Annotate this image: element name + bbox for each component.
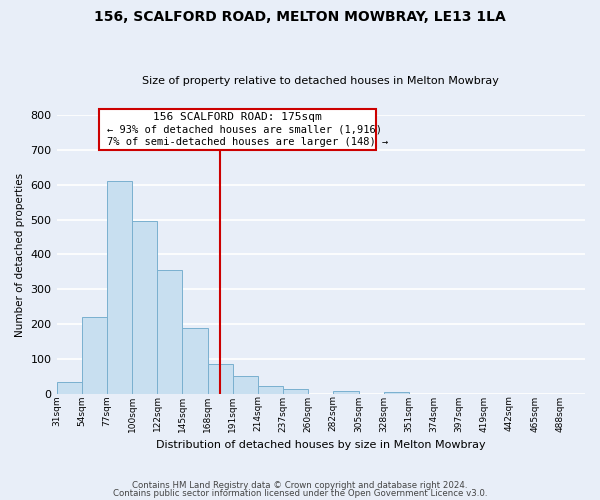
Bar [334,391,359,394]
Text: Contains HM Land Registry data © Crown copyright and database right 2024.: Contains HM Land Registry data © Crown c… [132,481,468,490]
Text: ← 93% of detached houses are smaller (1,916): ← 93% of detached houses are smaller (1,… [107,125,382,135]
Bar [107,182,132,394]
Bar [132,220,157,394]
Text: Contains public sector information licensed under the Open Government Licence v3: Contains public sector information licen… [113,488,487,498]
Bar [56,382,82,394]
Bar [208,364,233,394]
Bar [157,270,182,394]
Title: Size of property relative to detached houses in Melton Mowbray: Size of property relative to detached ho… [142,76,499,86]
FancyBboxPatch shape [99,110,376,150]
Text: 156, SCALFORD ROAD, MELTON MOWBRAY, LE13 1LA: 156, SCALFORD ROAD, MELTON MOWBRAY, LE13… [94,10,506,24]
Bar [383,392,409,394]
Text: 7% of semi-detached houses are larger (148) →: 7% of semi-detached houses are larger (1… [107,137,388,147]
Bar [258,386,283,394]
Bar [283,390,308,394]
Y-axis label: Number of detached properties: Number of detached properties [15,172,25,336]
Text: 156 SCALFORD ROAD: 175sqm: 156 SCALFORD ROAD: 175sqm [153,112,322,122]
Bar [182,328,208,394]
Bar [82,317,107,394]
Bar [233,376,258,394]
X-axis label: Distribution of detached houses by size in Melton Mowbray: Distribution of detached houses by size … [156,440,485,450]
